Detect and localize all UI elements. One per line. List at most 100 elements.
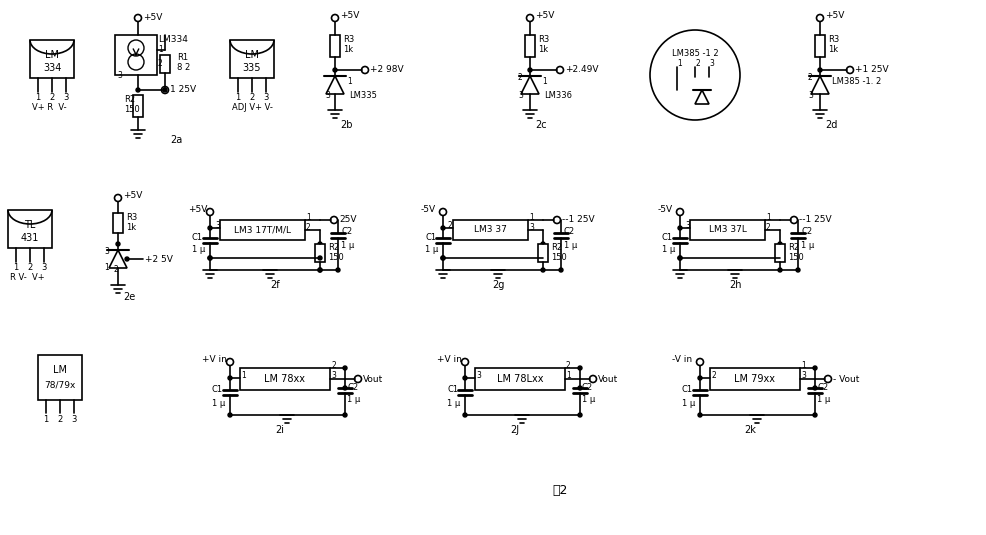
Text: 78/79x: 78/79x (44, 380, 76, 389)
Text: 2: 2 (694, 58, 699, 67)
Text: 2i: 2i (275, 425, 284, 435)
Text: +5V: +5V (123, 192, 142, 201)
Bar (474, 368, 564, 390)
Circle shape (677, 256, 681, 260)
Text: 1: 1 (528, 213, 533, 223)
Circle shape (462, 376, 466, 380)
Text: 150: 150 (787, 253, 803, 262)
Text: 3: 3 (215, 220, 220, 230)
Text: +V in: +V in (202, 355, 227, 364)
Circle shape (317, 242, 321, 246)
Text: -V in: -V in (671, 355, 691, 364)
Circle shape (441, 256, 445, 260)
Text: +5V: +5V (187, 205, 207, 215)
Text: +2 5V: +2 5V (145, 255, 173, 264)
Circle shape (558, 268, 562, 272)
Text: 1 μ: 1 μ (582, 395, 595, 404)
Circle shape (343, 386, 347, 390)
Text: LM334: LM334 (158, 35, 187, 44)
Bar (38, 355, 82, 400)
Text: 1k: 1k (537, 45, 547, 55)
Text: 1k: 1k (343, 45, 353, 55)
Circle shape (540, 268, 544, 272)
Text: 1k: 1k (827, 45, 837, 55)
Circle shape (795, 268, 800, 272)
Text: 3: 3 (41, 264, 46, 272)
Text: 1 μ: 1 μ (563, 241, 577, 249)
Text: 3: 3 (528, 224, 533, 233)
Text: LM3 17T/M/L: LM3 17T/M/L (234, 225, 291, 234)
Text: C1: C1 (447, 386, 458, 394)
Text: +2.49V: +2.49V (564, 65, 598, 74)
Text: C1: C1 (425, 233, 436, 242)
Text: 2J: 2J (510, 425, 519, 435)
Circle shape (812, 413, 816, 417)
Text: --1 25V: --1 25V (561, 216, 594, 225)
Text: 3: 3 (708, 58, 713, 67)
Text: C1: C1 (192, 233, 203, 242)
Text: 1 μ: 1 μ (425, 246, 438, 255)
Text: - Vout: - Vout (832, 374, 859, 384)
Text: 2: 2 (28, 264, 33, 272)
Text: -5V: -5V (658, 205, 672, 215)
Text: 2: 2 (158, 59, 163, 68)
Circle shape (208, 256, 212, 260)
Circle shape (317, 268, 321, 272)
Bar (774, 244, 784, 262)
Text: 1 μ: 1 μ (340, 241, 354, 249)
Text: 1: 1 (235, 94, 241, 103)
Text: 2: 2 (565, 361, 570, 370)
Text: 2: 2 (710, 371, 715, 380)
Circle shape (228, 376, 232, 380)
Text: 431: 431 (21, 233, 39, 243)
Text: 2g: 2g (491, 280, 504, 290)
Text: R2: R2 (787, 243, 799, 253)
Text: 2: 2 (306, 224, 311, 233)
Bar (115, 35, 157, 75)
Text: 2c: 2c (534, 120, 546, 130)
Text: 3: 3 (63, 94, 69, 103)
Text: C2: C2 (801, 227, 811, 236)
Circle shape (228, 413, 232, 417)
Text: 2b: 2b (339, 120, 352, 130)
Bar (689, 220, 764, 240)
Text: C1: C1 (681, 386, 692, 394)
Text: +5V: +5V (824, 11, 843, 20)
Text: 1: 1 (35, 94, 40, 103)
Bar (230, 40, 274, 78)
Text: LM335: LM335 (349, 91, 377, 101)
Text: C2: C2 (340, 227, 352, 236)
Bar (315, 244, 324, 262)
Text: +V in: +V in (437, 355, 461, 364)
Text: TL: TL (25, 220, 35, 230)
Text: 8 2: 8 2 (176, 64, 190, 73)
Bar (525, 35, 534, 57)
Text: 3: 3 (117, 71, 121, 80)
Text: 1 μ: 1 μ (192, 246, 205, 255)
Text: 3: 3 (801, 371, 805, 380)
Text: 335: 335 (243, 63, 261, 73)
Circle shape (812, 366, 816, 370)
Text: +5V: +5V (534, 11, 554, 20)
Text: LM: LM (45, 50, 59, 60)
Text: 1: 1 (565, 371, 570, 380)
Circle shape (441, 226, 445, 230)
Text: 1 μ: 1 μ (801, 241, 813, 249)
Circle shape (136, 88, 140, 92)
Text: 2: 2 (448, 220, 453, 230)
Circle shape (578, 413, 582, 417)
Text: 1 25V: 1 25V (170, 86, 196, 95)
Bar (30, 40, 74, 78)
Text: Vout: Vout (598, 374, 617, 384)
Circle shape (208, 256, 212, 260)
Circle shape (677, 256, 681, 260)
Circle shape (777, 268, 781, 272)
Text: 3: 3 (324, 91, 329, 101)
Text: R1: R1 (176, 54, 188, 63)
Bar (8, 210, 52, 248)
Text: 1: 1 (14, 264, 19, 272)
Circle shape (317, 268, 321, 272)
Text: 2a: 2a (170, 135, 182, 145)
Bar (240, 368, 329, 390)
Text: 3: 3 (808, 91, 812, 101)
